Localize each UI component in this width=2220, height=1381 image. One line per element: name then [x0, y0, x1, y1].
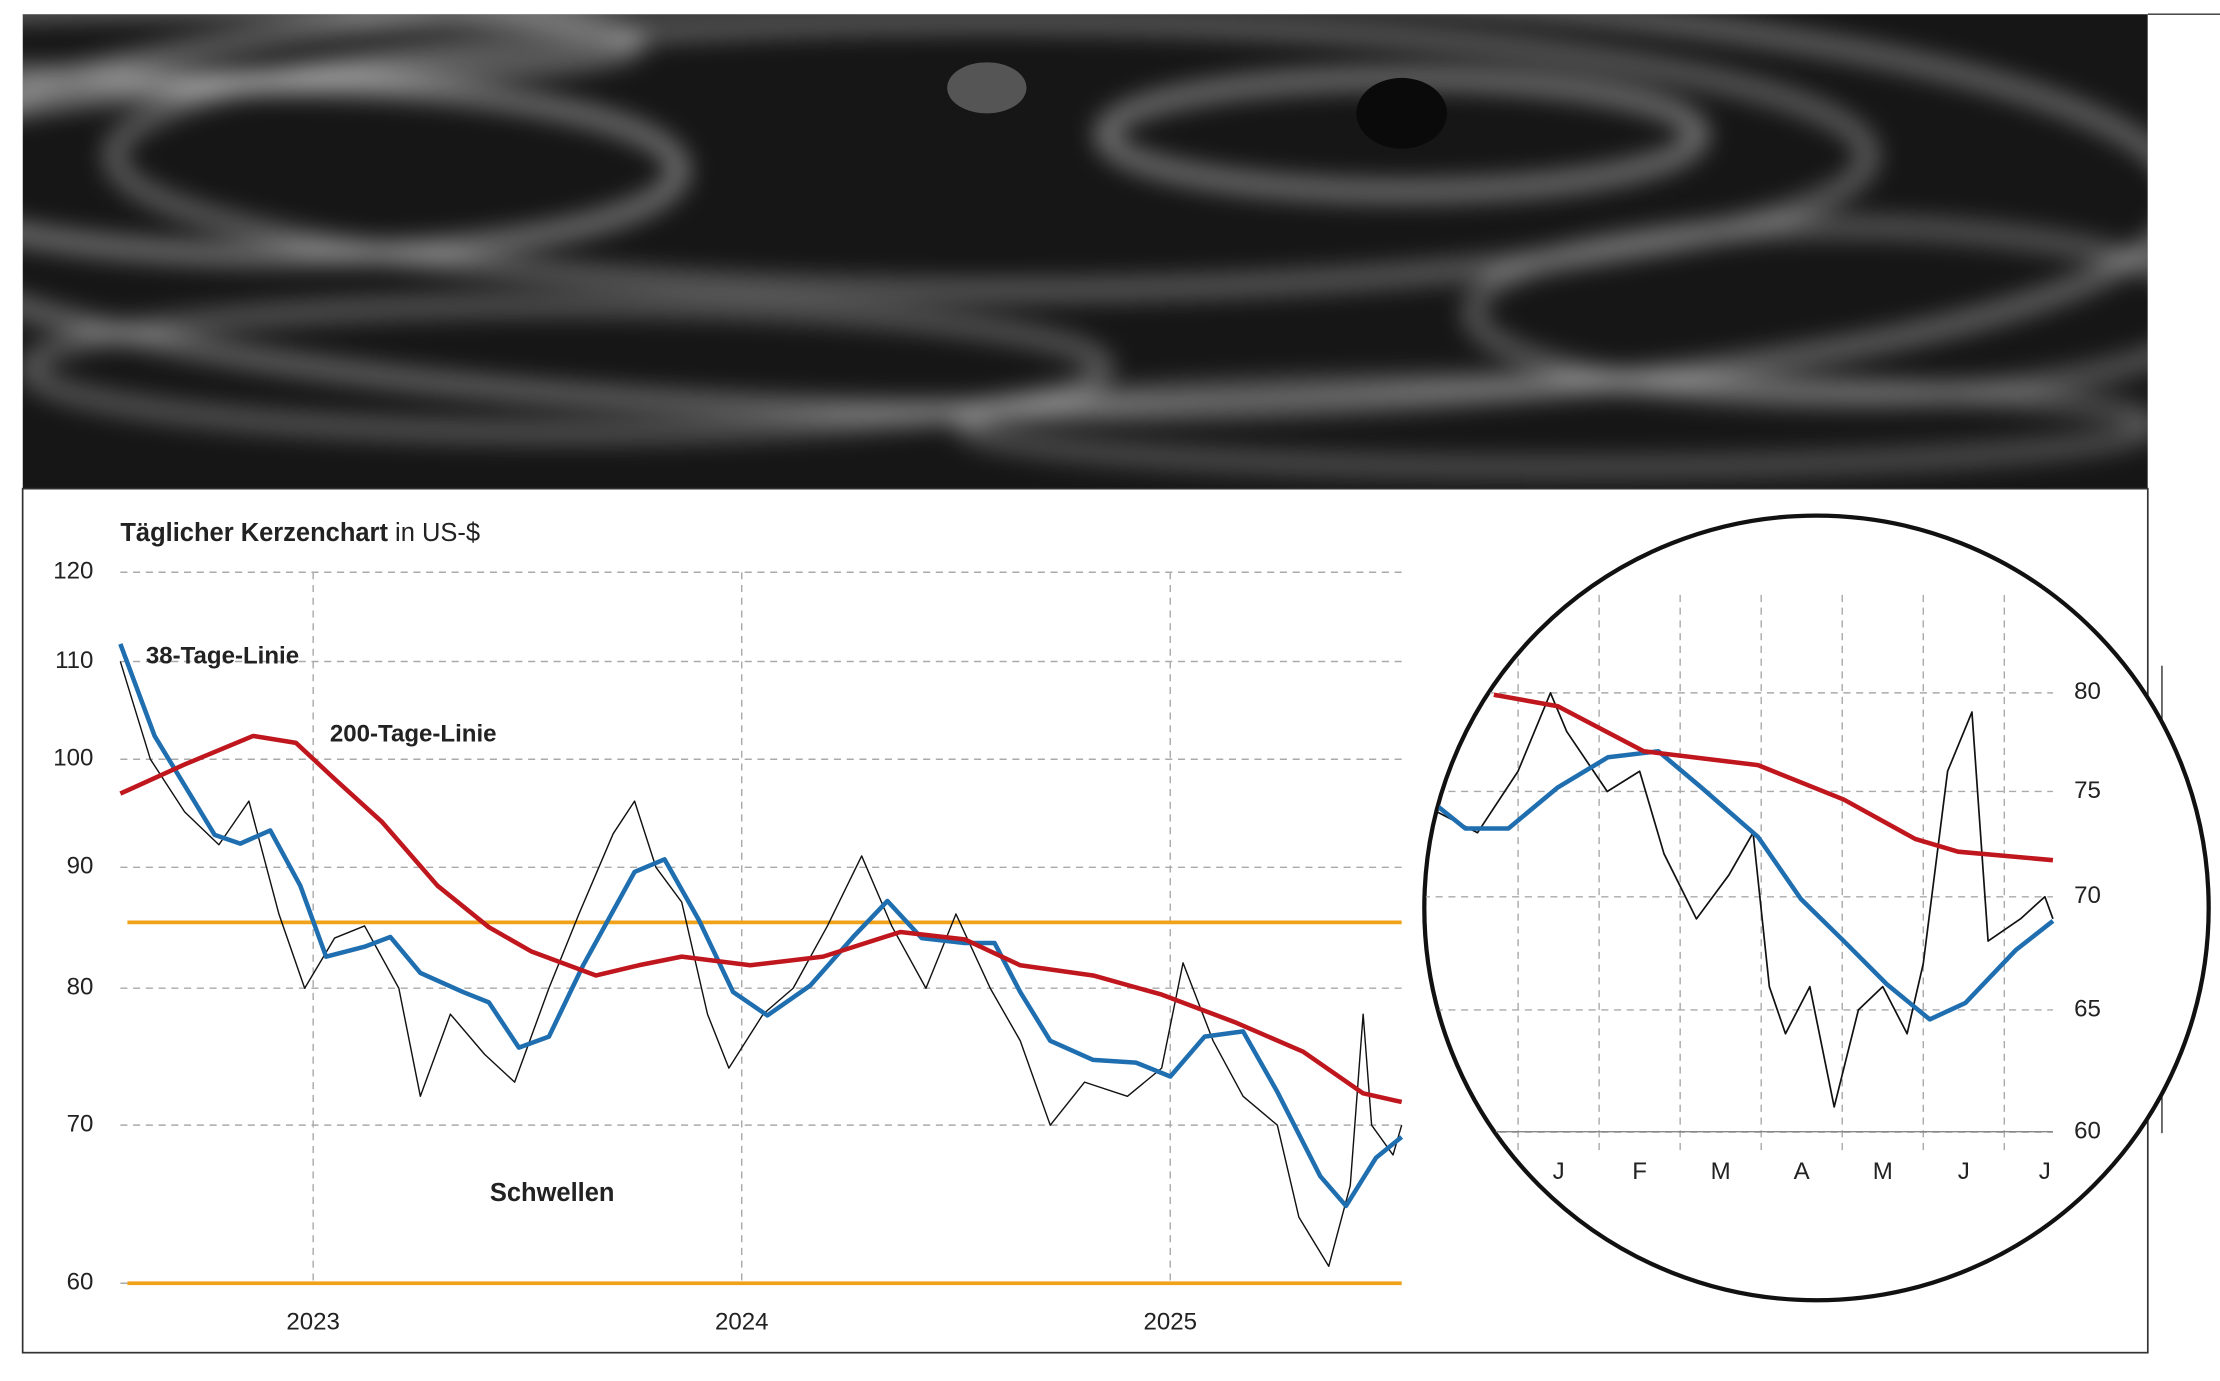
chart-title: Täglicher Kerzenchart in US-$ — [120, 519, 480, 547]
header-photo — [22, 14, 2148, 489]
x-tick-label: F — [1632, 1158, 1647, 1185]
y-tick-label: 60 — [2074, 1118, 2101, 1145]
y-tick-label: 70 — [67, 1110, 94, 1137]
inset-circle — [1422, 513, 2211, 1303]
x-tick-label: 2024 — [715, 1308, 769, 1335]
main-chart: 60 70 80 90 100 110 120 2023 2024 2025 Schwellen 38… — [53, 558, 1404, 1335]
y-tick-label: 120 — [53, 558, 93, 585]
series-line — [119, 733, 1403, 1105]
series-line — [1435, 748, 2055, 1022]
x-tick-label: M — [1711, 1158, 1731, 1185]
inset-chart: 60 65 70 75 80 J F M A M J J — [1425, 594, 2101, 1185]
series-line — [1493, 692, 2054, 863]
x-tick-label: M — [1873, 1158, 1893, 1185]
x-tick-label: J — [2039, 1158, 2051, 1185]
y-tick-label: 90 — [67, 853, 94, 880]
unit: in US-$ — [395, 519, 480, 547]
y-tick-label: 80 — [67, 974, 94, 1001]
x-tick-label: J — [1958, 1158, 1970, 1185]
x-tick-label: 2023 — [286, 1308, 340, 1335]
series-line — [119, 661, 1403, 1267]
x-tick-label: 2025 — [1143, 1308, 1197, 1335]
y-tick-label: 65 — [2074, 995, 2101, 1022]
series-line — [118, 643, 1404, 1209]
title: Täglicher Kerzenchart — [120, 519, 388, 547]
series-label: 38-Tage-Linie — [146, 643, 299, 670]
series-label: 200-Tage-Linie — [330, 720, 497, 747]
x-tick-label: A — [1794, 1158, 1810, 1185]
series-line — [1436, 692, 2054, 1108]
y-tick-label: 70 — [2074, 882, 2101, 909]
y-tick-label: 60 — [67, 1269, 94, 1296]
y-tick-label: 100 — [53, 745, 93, 772]
y-tick-label: 110 — [55, 647, 93, 674]
y-tick-label: 75 — [2074, 777, 2101, 804]
threshold-label: Schwellen — [490, 1179, 615, 1207]
y-tick-label: 80 — [2074, 678, 2101, 705]
x-tick-label: J — [1553, 1158, 1565, 1185]
